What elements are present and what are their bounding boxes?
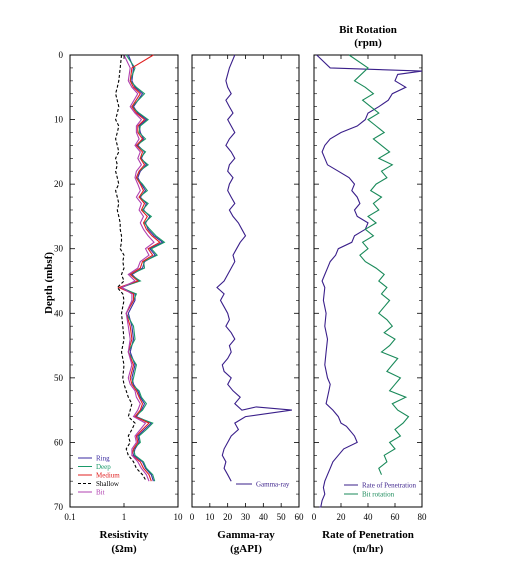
resistivity-legend-label: Bit xyxy=(96,489,105,497)
resistivity-legend-label: Medium xyxy=(96,472,120,480)
resistivity-series-medium xyxy=(117,54,161,482)
rop-series-bit-rotation xyxy=(348,54,410,475)
rop-axis-unit: (m/hr) xyxy=(353,543,384,555)
gamma-x-tick-label: 40 xyxy=(259,512,269,522)
resistivity-series-deep xyxy=(118,54,166,482)
gamma-x-tick-label: 10 xyxy=(205,512,215,522)
resistivity-legend-label: Shallow xyxy=(96,480,120,488)
gamma-axis-title: Gamma-ray xyxy=(217,529,275,541)
depth-tick-label: 20 xyxy=(54,179,64,189)
gamma-x-tick-label: 60 xyxy=(295,512,305,522)
resistivity-axis-title: Resistivity xyxy=(100,529,149,541)
rop-legend-label: Bit rotation xyxy=(362,491,395,499)
resistivity-axis-unit: (Ωm) xyxy=(111,543,137,555)
rop-x-tick-label: 40 xyxy=(364,512,374,522)
depth-tick-label: 10 xyxy=(54,115,64,125)
gamma-x-tick-label: 50 xyxy=(277,512,287,522)
resistivity-series-group xyxy=(115,54,166,482)
depth-tick-label: 70 xyxy=(54,502,64,512)
gamma-series-gamma-ray xyxy=(216,54,292,482)
gamma-x-tick-label: 20 xyxy=(223,512,233,522)
bit-rotation-axis-unit: (rpm) xyxy=(354,37,382,49)
rop-x-tick-label: 80 xyxy=(418,512,428,522)
rop-x-tick-label: 20 xyxy=(337,512,347,522)
depth-tick-group: 0 10 20 30 40 50 60 70 xyxy=(54,50,422,512)
rop-series-rate-of-penetration xyxy=(316,54,423,508)
resistivity-legend-label: Deep xyxy=(96,463,111,471)
resistivity-series-shallow xyxy=(115,54,147,482)
resistivity-panel-frame xyxy=(69,54,179,508)
resistivity-series-bit xyxy=(120,54,155,482)
resistivity-legend-label: Ring xyxy=(96,455,110,463)
gamma-legend-label: Gamma-ray xyxy=(256,481,290,489)
bit-rotation-axis-title: Bit Rotation xyxy=(339,24,397,36)
gamma-x-tick-label: 30 xyxy=(241,512,251,522)
gamma-axis-unit: (gAPI) xyxy=(230,543,262,555)
gamma-panel-frame xyxy=(191,54,300,508)
rop-panel-frame xyxy=(313,54,423,508)
depth-tick-label: 0 xyxy=(59,50,64,60)
gamma-series-group xyxy=(216,54,292,482)
rop-x-tick-label: 0 xyxy=(312,512,317,522)
rop-axis-title: Rate of Penetration xyxy=(322,529,414,541)
depth-axis-title: Depth (mbsf) xyxy=(43,252,55,314)
resistivity-x-tick-label: 0.1 xyxy=(64,512,75,522)
depth-tick-label: 60 xyxy=(54,437,64,447)
x-tick-group: 0.1 1 10 0 10 20 30 40 50 60 0 20 40 60 80 xyxy=(64,55,427,522)
resistivity-series-ring xyxy=(120,54,164,482)
rop-legend-label: Rate of Penetration xyxy=(362,482,417,490)
resistivity-x-tick-label: 1 xyxy=(122,512,127,522)
depth-tick-label: 30 xyxy=(54,244,64,254)
depth-tick-label: 40 xyxy=(54,308,64,318)
resistivity-x-tick-label: 10 xyxy=(174,512,184,522)
rop-series-group xyxy=(316,54,423,508)
gamma-x-tick-label: 0 xyxy=(190,512,195,522)
rop-x-tick-label: 60 xyxy=(391,512,401,522)
depth-tick-label: 50 xyxy=(54,373,64,383)
